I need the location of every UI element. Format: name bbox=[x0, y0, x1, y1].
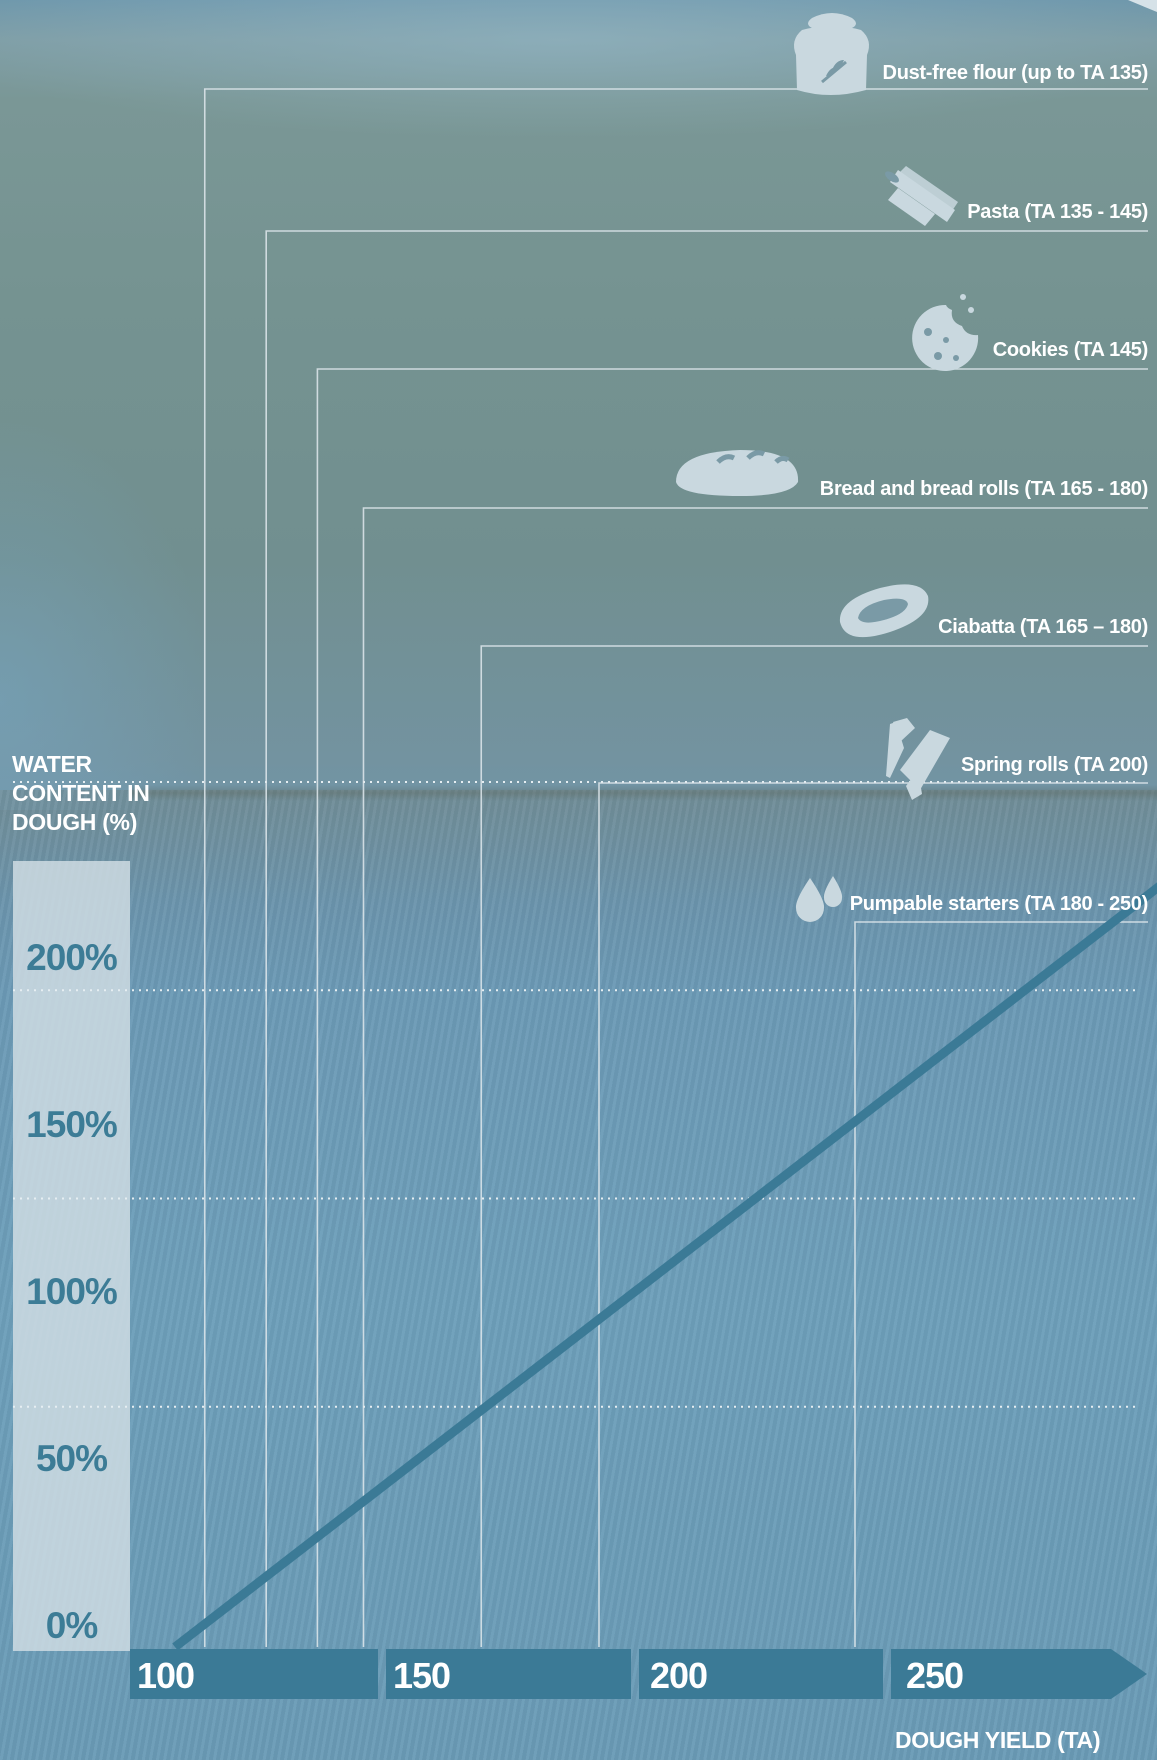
product-guide-line bbox=[362, 507, 1148, 1647]
y-tick-label: 200% bbox=[26, 937, 118, 978]
product-label-cookies: Cookies (TA 145) bbox=[992, 339, 1149, 361]
product-guide-line bbox=[316, 368, 1148, 1647]
x-tick-label: 200 bbox=[650, 1655, 708, 1696]
product-guides bbox=[203, 88, 1148, 1647]
x-axis-title: DOUGH YIELD (TA) bbox=[895, 1727, 1101, 1753]
y-axis-band bbox=[13, 861, 130, 1651]
pasta-icon bbox=[885, 166, 958, 226]
flour-sack-icon bbox=[794, 13, 869, 95]
x-tick-label: 250 bbox=[906, 1655, 964, 1696]
x-axis-segment bbox=[386, 1649, 631, 1699]
series-line bbox=[172, 882, 1157, 1651]
background-dough bbox=[0, 790, 1157, 1760]
x-tick-label: 100 bbox=[137, 1655, 195, 1696]
bread-loaf-icon bbox=[676, 450, 799, 496]
product-guide-line bbox=[265, 230, 1148, 1647]
product-label-bread: Bread and bread rolls (TA 165 - 180) bbox=[819, 478, 1149, 500]
spring-rolls-icon bbox=[886, 718, 950, 800]
x-axis-segment bbox=[130, 1649, 378, 1699]
y-axis-title-line-2: CONTENT IN bbox=[12, 780, 150, 806]
y-tick-label: 100% bbox=[26, 1271, 118, 1312]
y-tick-label: 0% bbox=[45, 1605, 98, 1646]
background-bowl bbox=[0, 0, 1157, 810]
x-axis-arrow-icon bbox=[1111, 1649, 1147, 1699]
corner-fragment bbox=[1128, 0, 1157, 12]
product-label-spring-rolls: Spring rolls (TA 200) bbox=[960, 754, 1148, 776]
y-tick-label: 150% bbox=[26, 1104, 118, 1145]
ciabatta-icon bbox=[839, 584, 929, 638]
y-tick-label: 50% bbox=[35, 1438, 108, 1479]
series-layer bbox=[172, 882, 1157, 1651]
product-guide-line bbox=[598, 782, 1148, 1647]
product-guide-line bbox=[480, 645, 1148, 1647]
x-tick-label: 150 bbox=[393, 1655, 451, 1696]
product-label-pumpable-starters: Pumpable starters (TA 180 - 250) bbox=[849, 893, 1149, 915]
cookie-icon bbox=[912, 294, 979, 371]
product-label-ciabatta: Ciabatta (TA 165 – 180) bbox=[938, 616, 1148, 638]
y-axis-title-line-3: DOUGH (%) bbox=[12, 809, 138, 835]
product-guide-line bbox=[203, 88, 1148, 1647]
y-axis-title: WATER CONTENT IN DOUGH (%) bbox=[12, 750, 202, 837]
dough-surface-edge bbox=[130, 785, 1157, 801]
y-axis-title-line-1: WATER bbox=[12, 751, 92, 777]
water-drops-icon bbox=[795, 876, 843, 922]
x-axis-segment bbox=[891, 1649, 1111, 1699]
product-label-pasta: Pasta (TA 135 - 145) bbox=[967, 201, 1148, 223]
gridlines bbox=[13, 781, 1140, 1408]
product-guide-line bbox=[854, 921, 1148, 1647]
x-axis-segment bbox=[639, 1649, 883, 1699]
product-label-flour: Dust-free flour (up to TA 135) bbox=[882, 62, 1149, 84]
